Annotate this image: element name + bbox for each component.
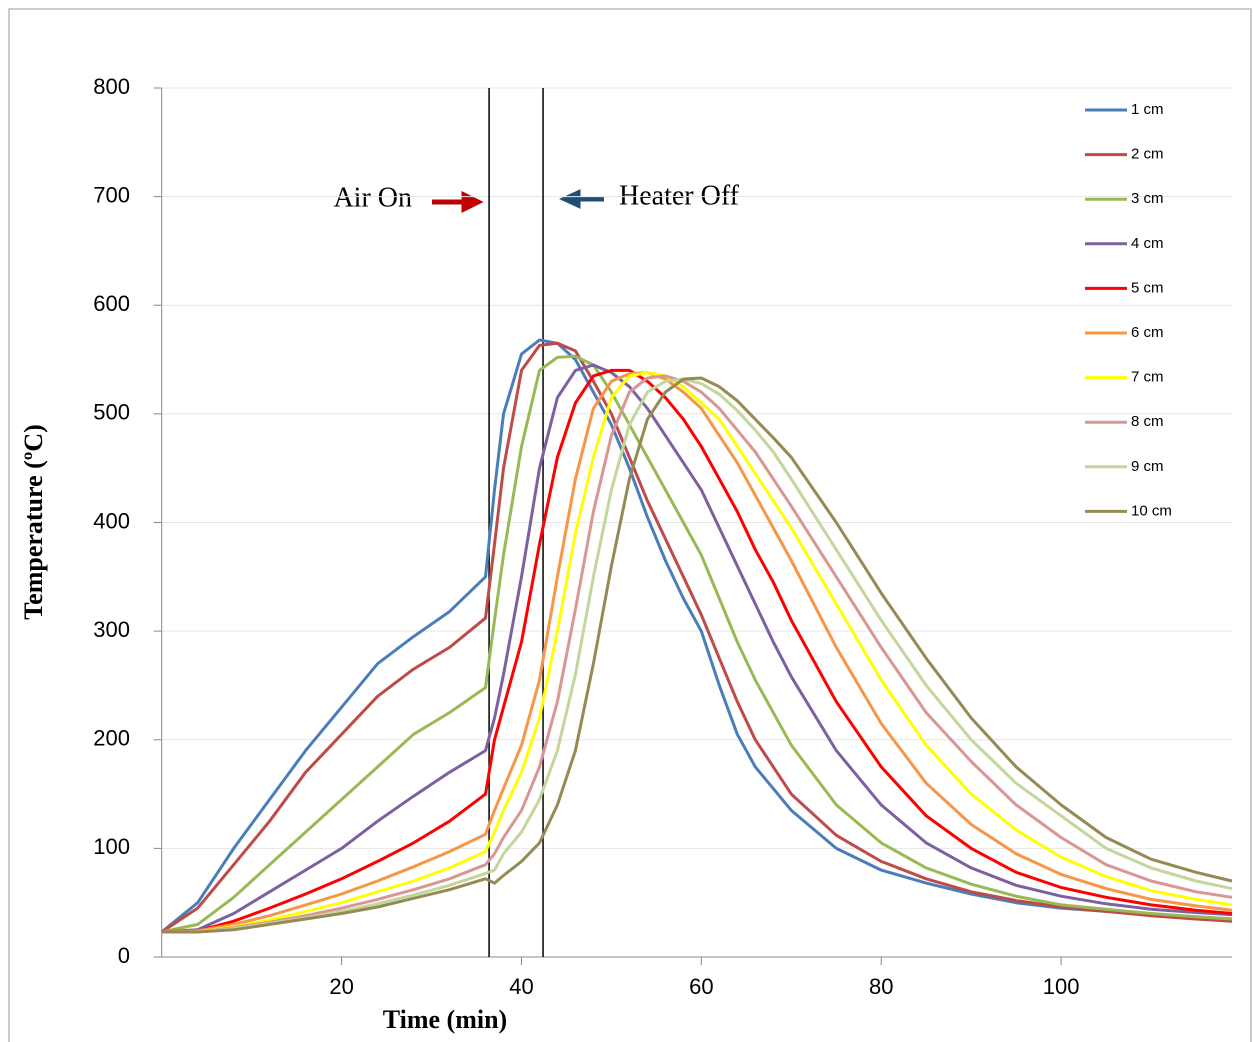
series-line xyxy=(161,377,1233,934)
y-tick-label: 700 xyxy=(93,182,130,207)
legend-label: 1 cm xyxy=(1131,101,1164,118)
x-tick-label: 80 xyxy=(869,974,893,999)
x-axis-title: Time (min) xyxy=(383,1005,507,1034)
legend-label: 10 cm xyxy=(1131,502,1172,519)
series-line xyxy=(161,371,1233,934)
legend-label: 8 cm xyxy=(1131,413,1164,430)
y-tick-label: 500 xyxy=(93,400,130,425)
x-tick-label: 40 xyxy=(509,974,533,999)
y-axis-title: Temperature (ºC) xyxy=(19,424,48,620)
legend-label: 2 cm xyxy=(1131,146,1164,163)
legend-label: 9 cm xyxy=(1131,458,1164,475)
x-tick-label: 60 xyxy=(689,974,713,999)
series-line xyxy=(160,338,1233,934)
series-line xyxy=(161,363,1233,934)
y-tick-label: 100 xyxy=(93,834,130,859)
series-line xyxy=(161,374,1233,934)
annotation: Air On xyxy=(333,182,412,213)
x-tick-label: 20 xyxy=(329,974,353,999)
legend-label: 3 cm xyxy=(1131,190,1164,207)
y-tick-label: 600 xyxy=(93,291,130,316)
arrow xyxy=(559,189,604,209)
arrow xyxy=(432,190,484,214)
legend-label: 6 cm xyxy=(1131,324,1164,341)
series-line xyxy=(160,341,1233,934)
series-line xyxy=(161,354,1233,934)
y-tick-label: 300 xyxy=(93,617,130,642)
legend-label: 5 cm xyxy=(1131,279,1164,296)
series-line xyxy=(161,376,1233,934)
x-tick-label: 100 xyxy=(1043,974,1080,999)
y-tick-label: 800 xyxy=(93,74,130,99)
y-tick-label: 0 xyxy=(118,943,130,968)
legend-label: 4 cm xyxy=(1131,235,1164,252)
annotation: Heater Off xyxy=(619,180,740,211)
series-line xyxy=(161,368,1233,934)
y-tick-label: 400 xyxy=(93,508,130,533)
y-tick-label: 200 xyxy=(93,726,130,751)
frame xyxy=(8,8,1252,1042)
legend-label: 7 cm xyxy=(1131,369,1164,386)
